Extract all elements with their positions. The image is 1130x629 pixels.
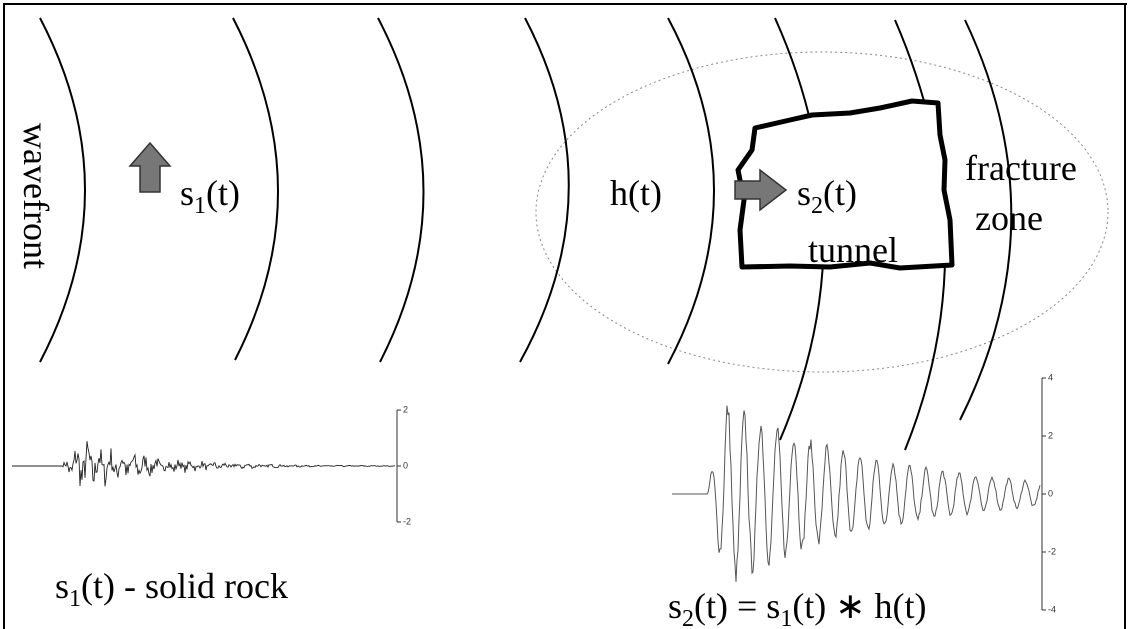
wavefront-arc — [959, 19, 1013, 421]
tunnel-caption: s2(t) = s1(t) ∗ h(t) — [668, 586, 926, 629]
text-part: (t) ∗ h(t) — [792, 586, 926, 626]
plot-tick-label: -2 — [1048, 546, 1056, 556]
wavefront-arc — [39, 17, 86, 363]
text-part: s — [668, 586, 682, 626]
wavefront-arc — [519, 17, 570, 363]
wavefront-arc — [232, 17, 279, 361]
tunnel-outline — [735, 98, 955, 271]
plot-tick-label: 4 — [1048, 372, 1053, 382]
text-part: (t) — [206, 173, 240, 213]
plot-tick-label: -4 — [1048, 604, 1056, 614]
tunnel-label: tunnel — [808, 230, 898, 270]
text-part: (t) - solid rock — [81, 566, 288, 606]
fracture-zone-outline — [535, 51, 1109, 373]
text-part: s — [55, 566, 69, 606]
waveform-plots: 2 0 -2 4 2 0 -2 -4 — [12, 372, 1056, 614]
received-label: s2(t) — [797, 173, 857, 219]
up-arrow — [128, 141, 172, 193]
waveform — [12, 441, 396, 487]
subscript: 2 — [811, 193, 823, 219]
transfer-label: h(t) — [610, 173, 662, 213]
source-label: s1(t) — [180, 173, 240, 219]
plot-tick-label: 2 — [403, 404, 408, 414]
wavefront-arc — [377, 17, 425, 363]
waveform — [672, 405, 1041, 582]
text-part: s — [180, 173, 194, 213]
text-part: (t) = s — [694, 586, 780, 626]
subscript: 2 — [682, 606, 694, 629]
wavefront-label: wavefront — [16, 123, 56, 269]
right-arrow — [734, 168, 788, 212]
plot-tick-label: -2 — [403, 516, 411, 526]
plot-tick-label: 2 — [1048, 430, 1053, 440]
plot-tick-label: 0 — [403, 460, 408, 470]
subscript: 1 — [194, 193, 206, 219]
text-part: s — [797, 173, 811, 213]
fracture-label: fracture — [965, 148, 1077, 188]
subscript: 1 — [780, 606, 792, 629]
plot-tick-label: 0 — [1048, 488, 1053, 498]
zone-label: zone — [975, 198, 1043, 238]
solid-rock-caption: s1(t) - solid rock — [55, 566, 288, 612]
text-part: (t) — [823, 173, 857, 213]
wavefront-arc — [667, 17, 715, 365]
subscript: 1 — [69, 586, 81, 612]
